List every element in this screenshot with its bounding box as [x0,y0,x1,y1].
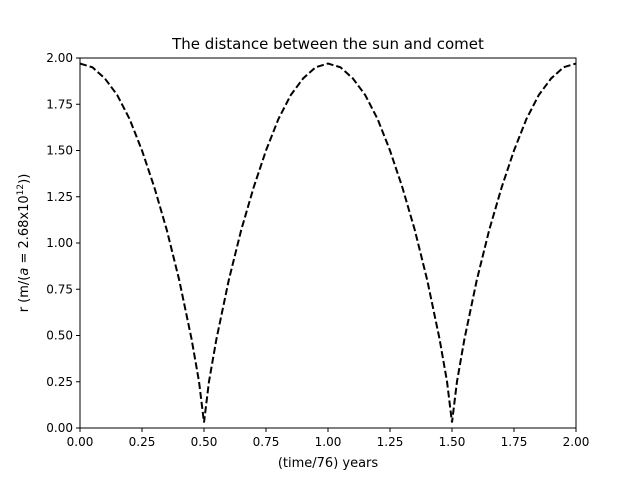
chart-title: The distance between the sun and comet [171,35,484,53]
series-line [79,62,577,423]
y-axis-label-prefix: r (m/( [17,276,32,313]
x-tick-label: 1.00 [315,435,342,449]
x-axis-label: (time/76) years [278,456,379,471]
x-tick-label: 2.00 [563,435,590,449]
x-tick-label: 1.25 [377,435,404,449]
x-tick-label: 0.00 [67,435,94,449]
x-tick-label: 1.75 [501,435,528,449]
y-tick-label: 1.25 [46,190,73,204]
y-tick-label: 0.00 [46,421,73,435]
y-tick-label: 2.00 [46,51,73,65]
x-tick-label: 0.75 [253,435,280,449]
y-tick-label: 1.50 [46,144,73,158]
y-axis-label-exponent: 12 [16,184,26,195]
x-tick-label: 0.50 [191,435,218,449]
x-tick-label: 0.25 [129,435,156,449]
y-tick-label: 0.50 [46,329,73,343]
y-tick-label: 1.75 [46,97,73,111]
x-tick-label: 1.50 [439,435,466,449]
y-axis: 0.00 0.25 0.50 0.75 1.00 1.25 1.50 1.75 2.00 [46,51,80,435]
y-tick-label: 0.75 [46,282,73,296]
y-axis-label-a: a [17,268,32,276]
y-tick-label: 0.25 [46,375,73,389]
y-axis-label-suffix: )) [17,174,32,184]
y-axis-label-mid: = 2.68x10 [17,195,32,267]
y-tick-label: 1.00 [46,236,73,250]
y-axis-label: r (m/(a = 2.68x1012)) [16,174,32,313]
x-axis: 0.00 0.25 0.50 0.75 1.00 1.25 1.50 1.75 2.00 [67,428,590,449]
